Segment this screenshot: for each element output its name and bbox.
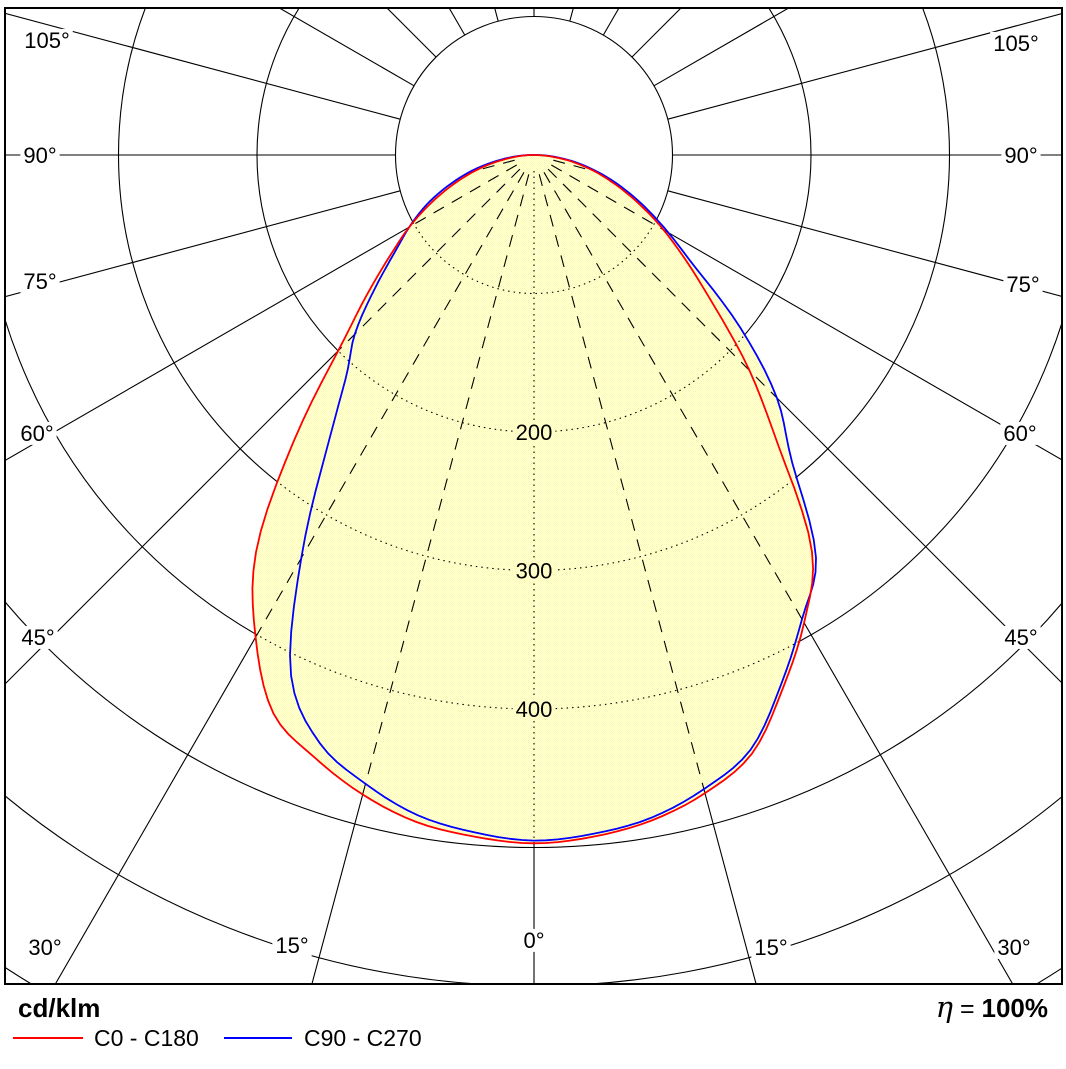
svg-text:45°: 45°	[1004, 625, 1037, 650]
legend-label-c90-c270: C90 - C270	[304, 1025, 422, 1051]
efficiency-label: η = 100%	[936, 990, 1048, 1024]
units-label: cd/klm	[18, 993, 101, 1023]
svg-text:60°: 60°	[20, 421, 53, 446]
svg-text:90°: 90°	[1004, 143, 1037, 168]
svg-text:45°: 45°	[21, 625, 54, 650]
svg-text:200: 200	[516, 420, 553, 445]
svg-text:105°: 105°	[24, 28, 70, 53]
legend-line-c90-c270	[224, 1037, 292, 1039]
svg-text:90°: 90°	[23, 143, 56, 168]
svg-text:400: 400	[516, 697, 553, 722]
svg-text:60°: 60°	[1003, 421, 1036, 446]
svg-text:105°: 105°	[993, 31, 1039, 56]
legend-line-c0-c180	[13, 1037, 83, 1039]
svg-text:15°: 15°	[754, 935, 787, 960]
svg-text:75°: 75°	[23, 269, 56, 294]
svg-text:300: 300	[516, 558, 553, 583]
svg-text:15°: 15°	[275, 933, 308, 958]
eta-symbol: η	[935, 990, 953, 1024]
legend-label-c0-c180: C0 - C180	[94, 1025, 199, 1051]
svg-text:0°: 0°	[523, 928, 544, 953]
eta-operator: =	[953, 995, 982, 1023]
svg-text:30°: 30°	[28, 935, 61, 960]
svg-text:75°: 75°	[1006, 272, 1039, 297]
svg-text:30°: 30°	[997, 935, 1030, 960]
eta-value: 100%	[981, 993, 1049, 1023]
